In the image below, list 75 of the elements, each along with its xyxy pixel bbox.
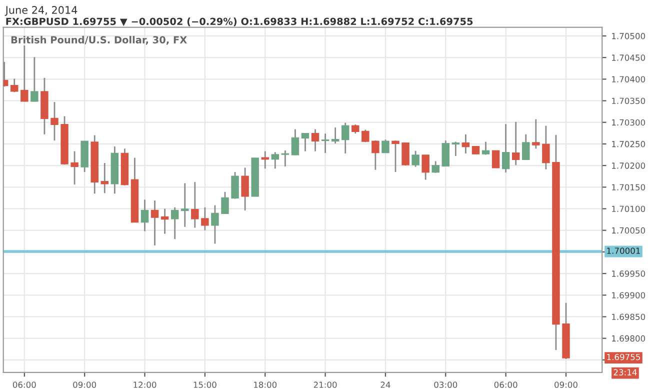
y-tick-label: 1.70200 [612, 162, 646, 169]
candlestick [462, 134, 470, 154]
candlestick [231, 171, 239, 200]
y-tick-label: 1.69900 [612, 292, 646, 298]
candlestick [522, 134, 530, 161]
candlestick [271, 151, 280, 170]
x-tick-label: 21:00 [314, 382, 337, 388]
annotation: British Pound/U.S. Dollar, 30, FX [11, 36, 187, 45]
y-tick-label: 1.70100 [612, 206, 646, 212]
chart-subtitle: FX:GBPUSD 1.69755 ▼ −0.00502 (−0.29%) O:1.69833 H:1.69882 L:1.69752 C:1.69755 [6, 18, 473, 26]
ref-line-label: 1.70001 [607, 248, 640, 254]
candlestick [412, 150, 420, 168]
x-tick-label: 18:00 [254, 382, 277, 388]
candlestick [311, 128, 320, 152]
text: 23:14 [614, 369, 637, 376]
candlestick [442, 140, 450, 167]
candlestick [191, 181, 199, 228]
candlestick [532, 118, 540, 150]
x-tick-label: 06:00 [12, 382, 36, 388]
candlestick [261, 150, 269, 170]
x-tick-label: 09:00 [554, 382, 578, 388]
candlestick [20, 44, 28, 102]
y-tick-label: 1.69800 [612, 335, 646, 342]
x-tick-label: 06:00 [494, 382, 518, 388]
candlestick [50, 101, 58, 142]
candlestick [362, 128, 370, 143]
candlestick [512, 121, 520, 166]
candlestick [10, 78, 18, 93]
candlestick [150, 200, 159, 246]
candlestick [502, 123, 510, 174]
candlestick [482, 141, 490, 156]
y-tick-label: 1.69950 [612, 270, 646, 277]
y-tick-label: 1.70300 [612, 119, 646, 126]
candlestick [352, 124, 360, 134]
y-tick-label: 1.70250 [612, 140, 646, 148]
chart-title: June 24, 2014 [4, 6, 78, 16]
candlestick [382, 138, 390, 154]
y-tick-label: 1.70050 [612, 227, 646, 234]
y-tick-label: 1.70350 [612, 98, 646, 104]
candlestick [160, 208, 169, 234]
candlestick [201, 206, 209, 232]
candlestick [221, 191, 229, 215]
candlestick [301, 132, 310, 152]
candlestick [402, 142, 410, 166]
x-tick-label: 12:00 [134, 382, 156, 388]
candlestick [432, 160, 440, 174]
candlestick [392, 140, 400, 173]
x-tick-label: 03:00 [434, 382, 458, 388]
candlestick [241, 167, 249, 212]
y-tick-label: 1.70150 [612, 184, 646, 190]
candlestick [372, 140, 380, 171]
y-tick-label: 1.70500 [612, 32, 646, 40]
x-tick-label: 09:00 [73, 382, 96, 388]
candlestick [542, 125, 550, 170]
x-tick-label: 24 [380, 382, 390, 388]
candlestick [181, 182, 189, 228]
candlestick [281, 150, 290, 168]
candlestick [211, 204, 219, 244]
y-tick-label: 1.70450 [612, 54, 646, 61]
text: 1.69755 [607, 354, 640, 360]
candlestick [452, 141, 460, 157]
y-tick-label: 1.70400 [612, 76, 646, 82]
candlestick [341, 122, 350, 154]
candlestick [492, 150, 500, 168]
candlestick [70, 150, 78, 186]
candlestick [140, 198, 149, 232]
candlestick [422, 154, 430, 180]
y-tick-label: 1.69850 [612, 314, 646, 320]
candlestick [291, 128, 300, 156]
candlestick [170, 206, 179, 240]
candlestick [321, 132, 330, 154]
x-tick-label: 15:00 [194, 382, 216, 388]
candlestick [100, 162, 109, 194]
candlestick [30, 56, 38, 102]
candlestick [331, 126, 340, 144]
